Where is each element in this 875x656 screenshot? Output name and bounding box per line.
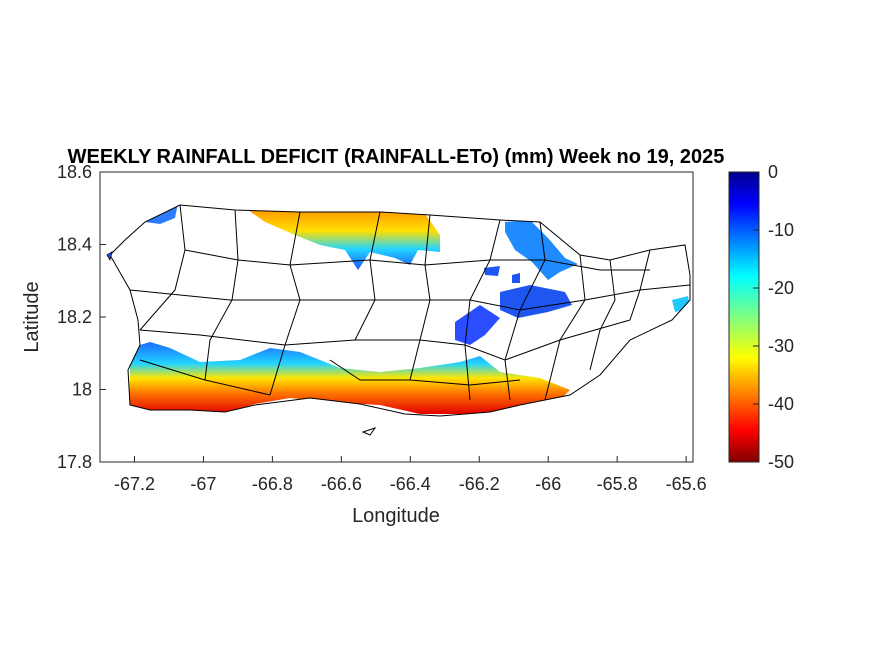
y-tick-label: 18.4 [57, 235, 92, 255]
small-island-2 [106, 251, 113, 262]
small-patch-2 [512, 273, 520, 283]
x-tick-label: -66.6 [321, 474, 362, 494]
colorbar [728, 171, 760, 463]
deficit-zones [128, 205, 690, 414]
x-tick-label: -66.2 [459, 474, 500, 494]
north-coast-deficit-zone [248, 210, 440, 270]
small-patch-1 [484, 266, 500, 276]
y-axis: 17.8 18 18.2 18.4 18.6 [57, 162, 106, 472]
colorbar-tick-label: -50 [768, 452, 794, 472]
colorbar-tick-label: -10 [768, 220, 794, 240]
y-tick-label: 18 [72, 380, 92, 400]
x-tick-label: -66.8 [252, 474, 293, 494]
y-tick-label: 18.2 [57, 307, 92, 327]
colorbar-ticks: 0 -10 -20 -30 -40 -50 [753, 162, 794, 472]
x-axis: -67.2 -67 -66.8 -66.6 -66.4 -66.2 -66 -65.8 -65.… [114, 456, 707, 494]
y-tick-label: 18.6 [57, 162, 92, 182]
northeast-deficit-zone [505, 220, 578, 280]
x-tick-label: -65.6 [666, 474, 707, 494]
x-tick-label: -67 [190, 474, 216, 494]
x-tick-label: -66.4 [390, 474, 431, 494]
colorbar-tick-label: 0 [768, 162, 778, 182]
y-tick-label: 17.8 [57, 452, 92, 472]
x-tick-label: -65.8 [597, 474, 638, 494]
colorbar-tick-label: -30 [768, 336, 794, 356]
x-tick-label: -66 [535, 474, 561, 494]
y-axis-label: Latitude [21, 281, 43, 352]
x-tick-label: -67.2 [114, 474, 155, 494]
x-axis-label: Longitude [352, 505, 440, 527]
south-coast-deficit-zone [128, 342, 570, 414]
chart-title: WEEKLY RAINFALL DEFICIT (RAINFALL-ETo) (… [68, 146, 725, 168]
small-island [361, 427, 377, 436]
municipality-borders [109, 204, 691, 417]
colorbar-tick-label: -20 [768, 278, 794, 298]
colorbar-tick-label: -40 [768, 394, 794, 414]
